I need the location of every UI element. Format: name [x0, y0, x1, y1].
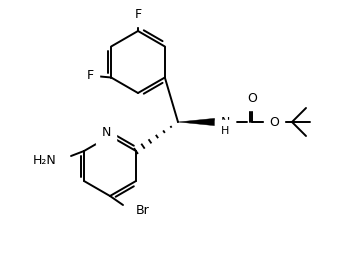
Text: Br: Br	[136, 205, 150, 218]
Text: O: O	[269, 115, 279, 128]
Text: O: O	[247, 92, 257, 105]
Text: N: N	[101, 126, 111, 139]
Text: N: N	[220, 115, 230, 128]
Polygon shape	[178, 118, 218, 126]
Text: H: H	[221, 126, 229, 136]
Text: F: F	[135, 8, 142, 21]
Text: F: F	[87, 69, 94, 82]
Text: H₂N: H₂N	[32, 154, 56, 167]
